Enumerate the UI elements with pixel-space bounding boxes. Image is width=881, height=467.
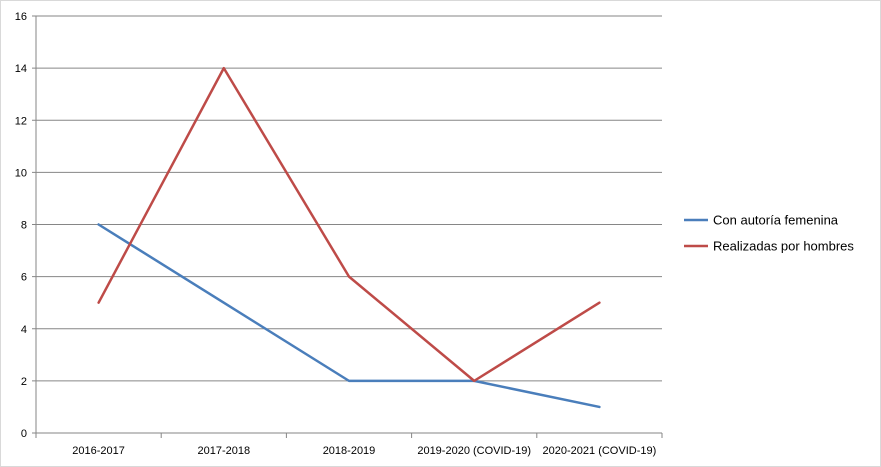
x-tick-label: 2019-2020 (COVID-19) bbox=[417, 445, 531, 457]
series-lines bbox=[97, 66, 601, 409]
y-tick-label: 14 bbox=[15, 63, 27, 75]
y-tick-label: 6 bbox=[21, 272, 27, 284]
y-tick-label: 2 bbox=[21, 376, 27, 388]
axes: 0 2 4 6 8 10 12 14 16 2016-2017 2017-2018 2018-2019… bbox=[15, 11, 663, 457]
y-tick-label: 16 bbox=[15, 11, 27, 23]
legend-label: Con autoría femenina bbox=[713, 213, 839, 228]
x-tick-label: 2018-2019 bbox=[323, 445, 376, 457]
x-tick-label: 2017-2018 bbox=[197, 445, 250, 457]
y-tick-label: 8 bbox=[21, 220, 27, 232]
gridlines bbox=[36, 15, 662, 382]
y-tick-label: 0 bbox=[21, 428, 27, 440]
legend-label: Realizadas por hombres bbox=[713, 239, 854, 254]
y-tick-label: 12 bbox=[15, 115, 27, 127]
series-line-1 bbox=[97, 223, 601, 409]
y-tick-label: 4 bbox=[21, 324, 27, 336]
y-tick-label: 10 bbox=[15, 167, 27, 179]
x-tick-label: 2016-2017 bbox=[72, 445, 125, 457]
legend: Con autoría femenina Realizadas por hombr… bbox=[684, 213, 854, 254]
x-tick-label: 2020-2021 (COVID-19) bbox=[543, 445, 657, 457]
